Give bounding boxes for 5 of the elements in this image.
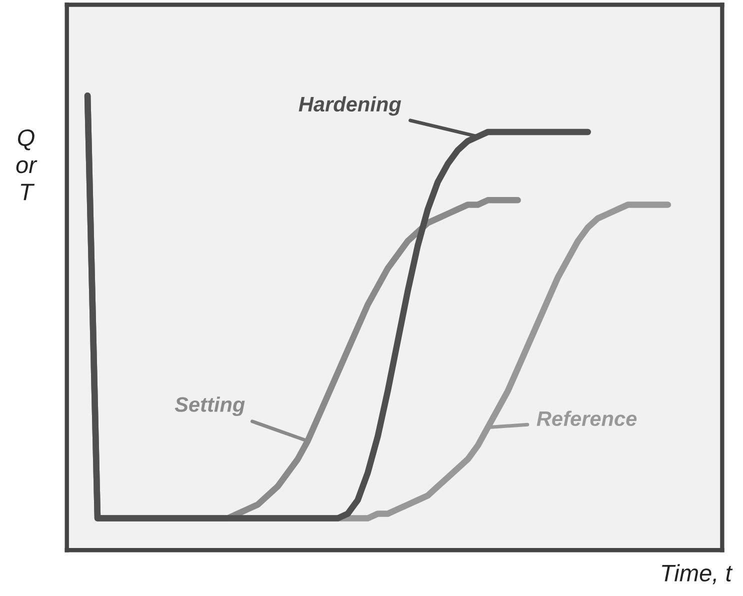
y-axis-title: Q or T bbox=[16, 129, 38, 200]
x-axis-title: Time, t bbox=[662, 564, 733, 584]
text: Setting bbox=[174, 396, 245, 416]
text: Hardening bbox=[298, 96, 402, 116]
legend-label: Reference bbox=[536, 410, 637, 426]
